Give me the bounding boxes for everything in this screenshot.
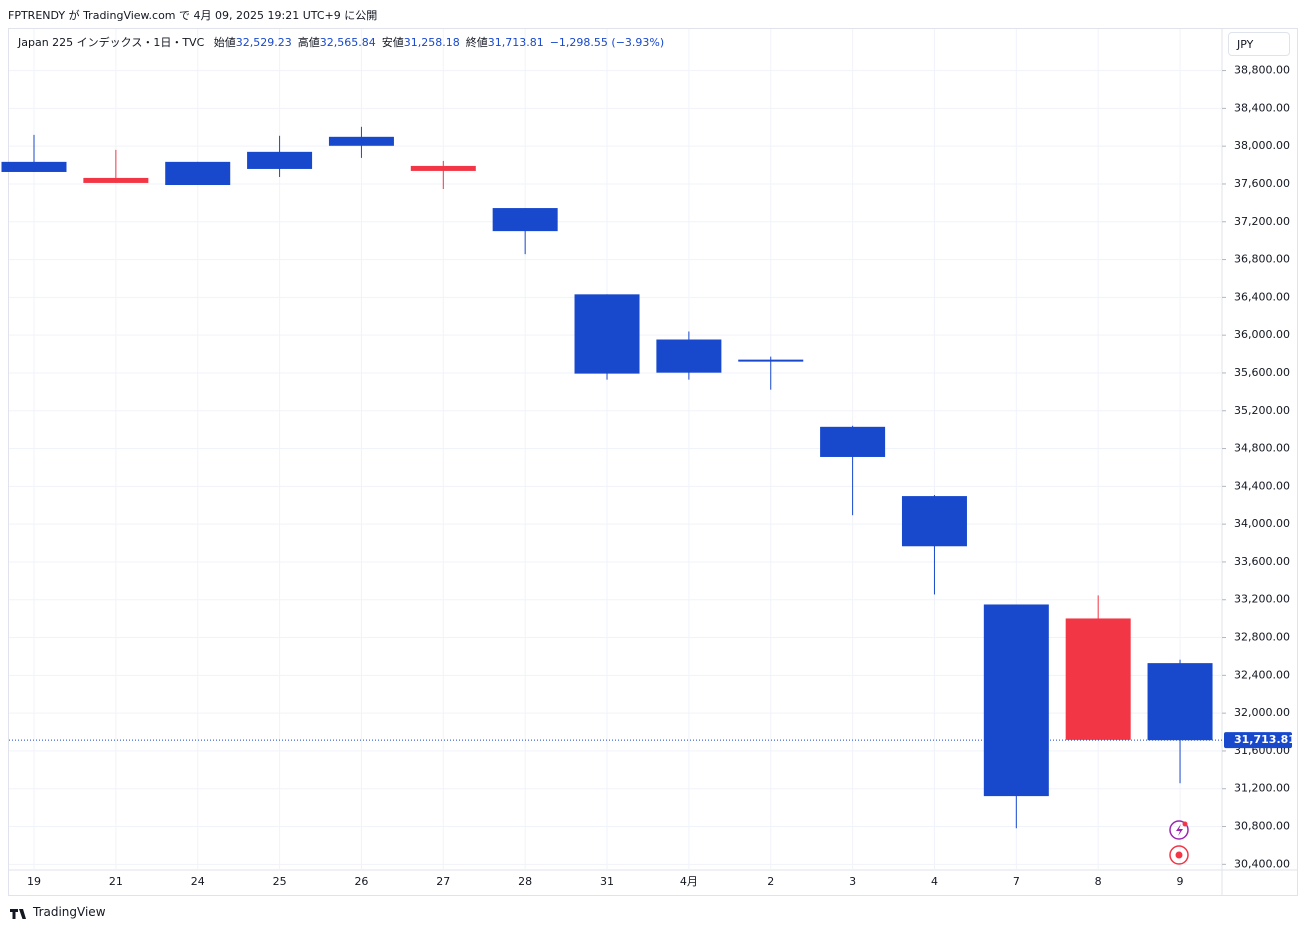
icon-record-dot: [1175, 851, 1183, 859]
y-tick-label: 38,000.00: [1234, 139, 1290, 152]
icon-alert[interactable]: [1169, 820, 1189, 840]
y-tick-label: 38,800.00: [1234, 64, 1290, 77]
y-tick-label: 30,800.00: [1234, 820, 1290, 833]
ohlc-label: 高値: [297, 36, 320, 49]
y-tick-label: 37,200.00: [1234, 215, 1290, 228]
currency-button[interactable]: JPY: [1228, 32, 1290, 56]
y-tick-label: 34,800.00: [1234, 442, 1290, 455]
published-info: FPTRENDY が TradingView.com で 4月 09, 2025…: [8, 9, 378, 22]
x-tick-label: 4月: [680, 875, 698, 888]
chart-frame: [8, 28, 1298, 896]
candle-body: [1147, 663, 1213, 741]
x-tick-label: 7: [1013, 875, 1020, 888]
brand-logo: [10, 909, 26, 919]
candle-body: [165, 161, 231, 186]
candle-body: [492, 208, 558, 232]
ohlc-label: 安値: [381, 36, 404, 49]
ohlc-label: 始値: [213, 36, 236, 49]
ohlc-value: 31,258.18: [403, 36, 460, 49]
y-tick-label: 35,200.00: [1234, 404, 1290, 417]
candle-body: [328, 136, 394, 146]
candle-body: [574, 294, 640, 374]
icon-dot: [1182, 821, 1188, 827]
x-tick-label: 3: [849, 875, 856, 888]
candle-body: [410, 165, 476, 171]
x-tick-label: 19: [27, 875, 41, 888]
y-tick-label: 36,800.00: [1234, 253, 1290, 266]
candle-body: [1, 161, 67, 172]
brand-name: TradingView: [33, 905, 106, 919]
x-tick-label: 9: [1177, 875, 1184, 888]
symbol-title: Japan 225 インデックス・1日・TVC: [18, 36, 205, 49]
x-tick-label: 27: [436, 875, 450, 888]
y-tick-label: 36,400.00: [1234, 290, 1290, 303]
y-tick-label: 31,200.00: [1234, 782, 1290, 795]
x-tick-label: 8: [1095, 875, 1102, 888]
x-tick-label: 31: [600, 875, 614, 888]
candle-body: [983, 604, 1049, 797]
y-tick-label: 33,200.00: [1234, 593, 1290, 606]
y-tick-label: 36,000.00: [1234, 328, 1290, 341]
symbol-legend: Japan 225 インデックス・1日・TVC 始値32,529.23 高値32,…: [18, 34, 670, 50]
y-tick-label: 37,600.00: [1234, 177, 1290, 190]
change-value: −1,298.55 (−3.93%): [549, 36, 665, 49]
y-tick-label: 34,400.00: [1234, 479, 1290, 492]
candle-body: [247, 151, 313, 169]
ohlc-label: 終値: [465, 36, 488, 49]
grid: 30,400.0030,800.0031,200.0031,600.0032,0…: [9, 29, 1290, 888]
y-tick-label: 32,800.00: [1234, 631, 1290, 644]
x-tick-label: 21: [109, 875, 123, 888]
candle-body: [83, 177, 149, 183]
last-price-box: [1224, 732, 1292, 749]
last-price-label: 31,713.81: [1234, 733, 1296, 746]
x-tick-label: 26: [354, 875, 368, 888]
candle-body: [901, 496, 967, 547]
x-tick-label: 28: [518, 875, 532, 888]
x-tick-label: 25: [273, 875, 287, 888]
candle-body: [1065, 618, 1131, 740]
y-tick-label: 33,600.00: [1234, 555, 1290, 568]
y-tick-label: 30,400.00: [1234, 857, 1290, 870]
icon-bolt: [1176, 824, 1183, 836]
ohlc-value: 31,713.81: [487, 36, 544, 49]
ohlc-value: 32,565.84: [319, 36, 376, 49]
y-tick-label: 38,400.00: [1234, 101, 1290, 114]
candle-body: [820, 426, 886, 457]
candles: 31,713.81: [1, 126, 1296, 829]
x-tick-label: 2: [767, 875, 774, 888]
y-tick-label: 32,400.00: [1234, 668, 1290, 681]
ohlc-value: 32,529.23: [235, 36, 292, 49]
candle-body: [656, 339, 722, 373]
y-tick-label: 34,000.00: [1234, 517, 1290, 530]
x-tick-label: 4: [931, 875, 938, 888]
x-tick-label: 24: [191, 875, 205, 888]
candle-body: [738, 359, 804, 362]
y-tick-label: 35,600.00: [1234, 366, 1290, 379]
y-tick-label: 32,000.00: [1234, 706, 1290, 719]
icon-record[interactable]: [1169, 845, 1189, 865]
